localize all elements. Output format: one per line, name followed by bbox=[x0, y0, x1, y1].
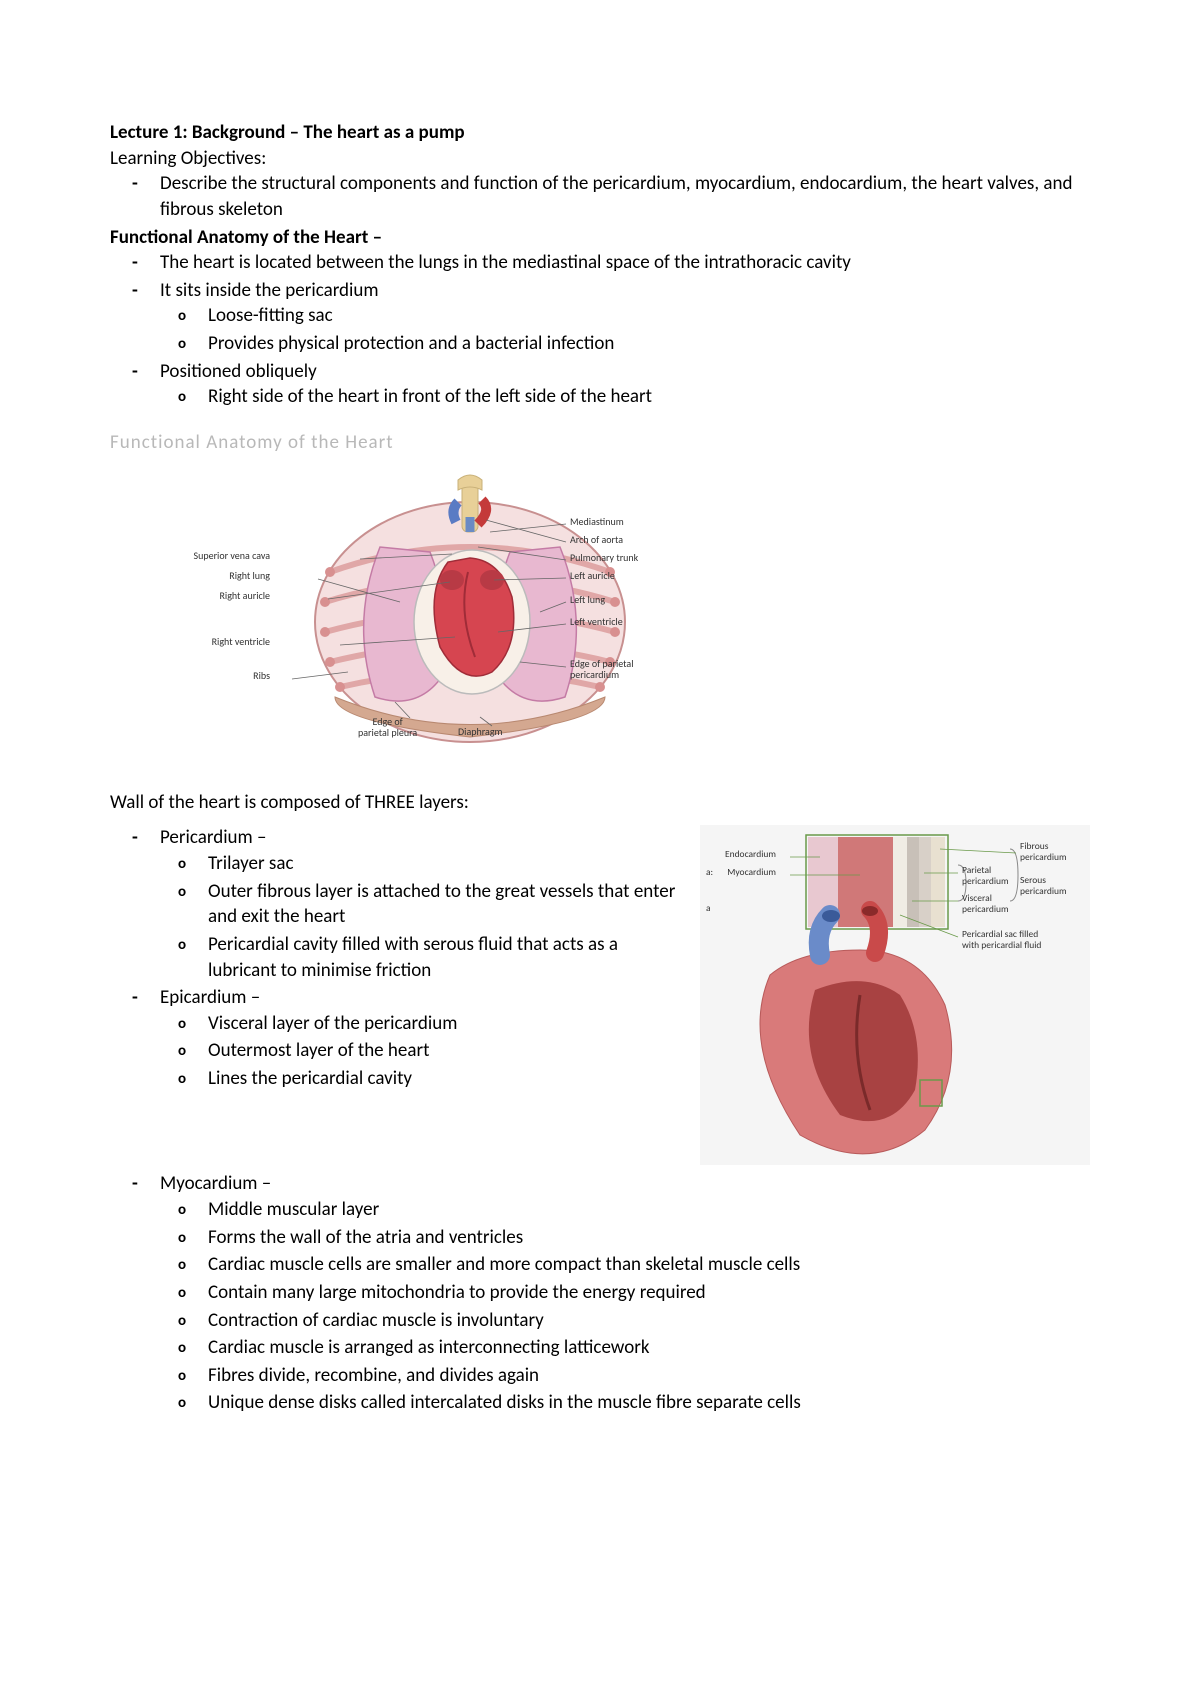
fig2-label-sac: Pericardial sac filled with pericardial … bbox=[962, 929, 1041, 951]
wall-peri-1: Outer fibrous layer is attached to the g… bbox=[208, 879, 682, 930]
wall-peri-0: Trilayer sac bbox=[208, 851, 682, 877]
fig2-mark-a2: a bbox=[706, 903, 711, 914]
fig1-label-ribs: Ribs bbox=[182, 670, 270, 681]
anat-b2: It sits inside the pericardium Loose-fit… bbox=[160, 278, 1090, 357]
fig1-label-llung: Left lung bbox=[570, 594, 605, 605]
wall-peri-2: Pericardial cavity filled with serous fl… bbox=[208, 932, 682, 983]
wall-myo-0: Middle muscular layer bbox=[208, 1197, 1090, 1223]
anat-b3: Positioned obliquely Right side of the h… bbox=[160, 359, 1090, 410]
anat-b3a: Right side of the heart in front of the … bbox=[208, 384, 1090, 410]
fig1-label-diaphragm: Diaphragm bbox=[458, 726, 503, 737]
fig1-label-parietal-peri: Edge of parietal pericardium bbox=[570, 658, 634, 680]
wall-epi-1: Outermost layer of the heart bbox=[208, 1038, 682, 1064]
lecture-title: Lecture 1: Background – The heart as a p… bbox=[110, 120, 1090, 146]
wall-epi-0: Visceral layer of the pericardium bbox=[208, 1011, 682, 1037]
fig2-label-serous: Serous pericardium bbox=[1020, 875, 1067, 897]
wall-myo-5: Cardiac muscle is arranged as interconne… bbox=[208, 1335, 1090, 1361]
fig2-label-visceral: Visceral pericardium bbox=[962, 893, 1009, 915]
fig1-label-aorta: Arch of aorta bbox=[570, 534, 623, 545]
figure2-heart-layers: Endocardium Myocardium a: a Fibrous peri… bbox=[700, 825, 1090, 1165]
fig1-label-svc: Superior vena cava bbox=[182, 550, 270, 561]
anat-b2a: Loose-fitting sac bbox=[208, 303, 1090, 329]
figure1-anatomy-diagram: Superior vena cava Right lung Right auri… bbox=[200, 462, 760, 772]
anat-b1: The heart is located between the lungs i… bbox=[160, 250, 1090, 276]
wall-myo-1: Forms the wall of the atria and ventricl… bbox=[208, 1225, 1090, 1251]
wall-myo-4: Contraction of cardiac muscle is involun… bbox=[208, 1308, 1090, 1334]
fig1-label-rlung: Right lung bbox=[182, 570, 270, 581]
anat-b2b: Provides physical protection and a bacte… bbox=[208, 331, 1090, 357]
fig1-label-rauricle: Right auricle bbox=[182, 590, 270, 601]
wall-myo-6: Fibres divide, recombine, and divides ag… bbox=[208, 1363, 1090, 1389]
fig1-label-rventricle: Right ventricle bbox=[182, 636, 270, 647]
fig2-mark-a1: a: bbox=[706, 867, 713, 878]
wall-peri: Pericardium – Trilayer sac Outer fibrous… bbox=[160, 825, 682, 983]
wall-epi-2: Lines the pericardial cavity bbox=[208, 1066, 682, 1092]
wall-myo-3: Contain many large mitochondria to provi… bbox=[208, 1280, 1090, 1306]
fig2-label-parietal: Parietal pericardium bbox=[962, 865, 1009, 887]
fig2-label-fibrous: Fibrous pericardium bbox=[1020, 841, 1067, 863]
wall-myo: Myocardium – Middle muscular layer Forms… bbox=[160, 1171, 1090, 1416]
figure1-title: Functional Anatomy of the Heart bbox=[110, 430, 1090, 456]
fig2-label-myo: Myocardium bbox=[718, 867, 776, 878]
wall-myo-7: Unique dense disks called intercalated d… bbox=[208, 1390, 1090, 1416]
fig2-label-endo: Endocardium bbox=[718, 849, 776, 860]
anatomy-heading: Functional Anatomy of the Heart – bbox=[110, 225, 1090, 251]
wall-heading: Wall of the heart is composed of THREE l… bbox=[110, 790, 1090, 816]
fig1-label-pleura: Edge of parietal pleura bbox=[358, 716, 417, 738]
fig1-label-lventricle: Left ventricle bbox=[570, 616, 623, 627]
fig1-label-mediastinum: Mediastinum bbox=[570, 516, 624, 527]
fig1-label-pulmtrunk: Pulmonary trunk bbox=[570, 552, 638, 563]
wall-epi: Epicardium – Visceral layer of the peric… bbox=[160, 985, 682, 1092]
objective-item: Describe the structural components and f… bbox=[160, 171, 1090, 222]
wall-myo-2: Cardiac muscle cells are smaller and mor… bbox=[208, 1252, 1090, 1278]
learning-objectives-label: Learning Objectives: bbox=[110, 146, 1090, 172]
fig1-label-lauricle: Left auricle bbox=[570, 570, 615, 581]
